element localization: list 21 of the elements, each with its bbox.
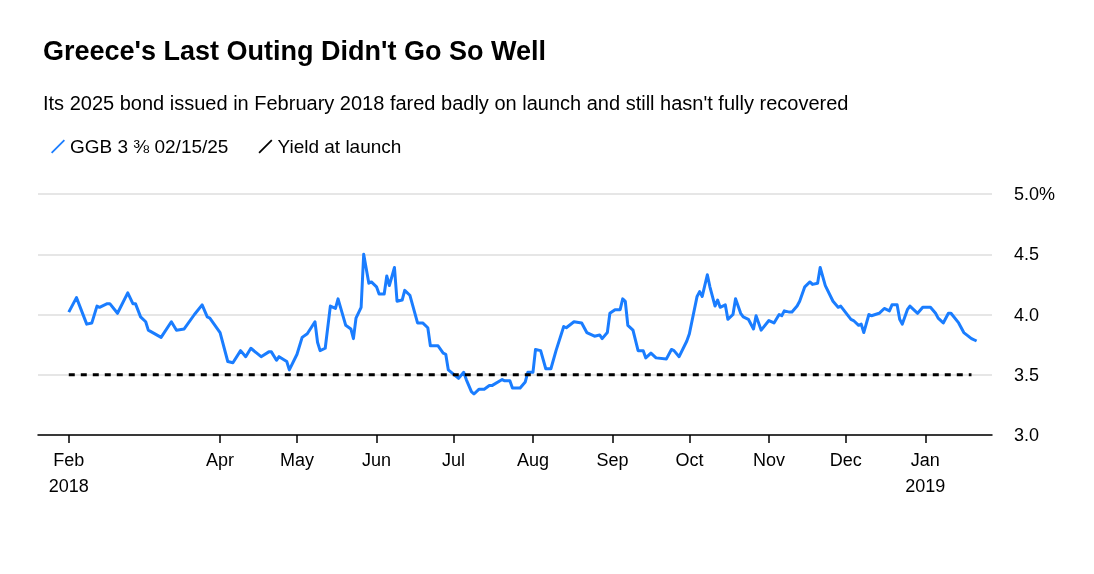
chart-subtitle: Its 2025 bond issued in February 2018 fared badly on launch and still hasn't fully recovered bbox=[43, 92, 849, 114]
x-tick-label: Sep bbox=[596, 450, 629, 470]
y-tick-label: 3.0 bbox=[1014, 425, 1040, 445]
chart-title: Greece's Last Outing Didn't Go So Well bbox=[43, 35, 546, 66]
x-tick-label: Apr bbox=[206, 450, 235, 470]
legend-label: Yield at launch bbox=[277, 136, 402, 157]
x-tick-label: Oct bbox=[675, 450, 704, 470]
x-tick-label: May bbox=[280, 450, 315, 470]
y-tick-label: 5.0% bbox=[1014, 184, 1056, 204]
x-tick-label: Feb 2018 bbox=[48, 450, 89, 496]
x-tick-label: Nov bbox=[752, 450, 785, 470]
x-tick-label: Jun bbox=[362, 450, 392, 470]
y-tick-label: 4.5 bbox=[1014, 244, 1040, 265]
y-tick-label: 3.5 bbox=[1014, 364, 1040, 385]
x-tick-label: Jul bbox=[441, 450, 465, 470]
y-tick-label: 4.0 bbox=[1014, 304, 1040, 325]
legend-label: GGB 3 ⅜ 02/15/25 bbox=[70, 136, 229, 157]
x-tick-label: Aug bbox=[516, 450, 549, 470]
x-tick-label: Dec bbox=[829, 450, 862, 470]
x-tick-label: Jan 2019 bbox=[905, 450, 946, 496]
line-series bbox=[67, 252, 979, 396]
